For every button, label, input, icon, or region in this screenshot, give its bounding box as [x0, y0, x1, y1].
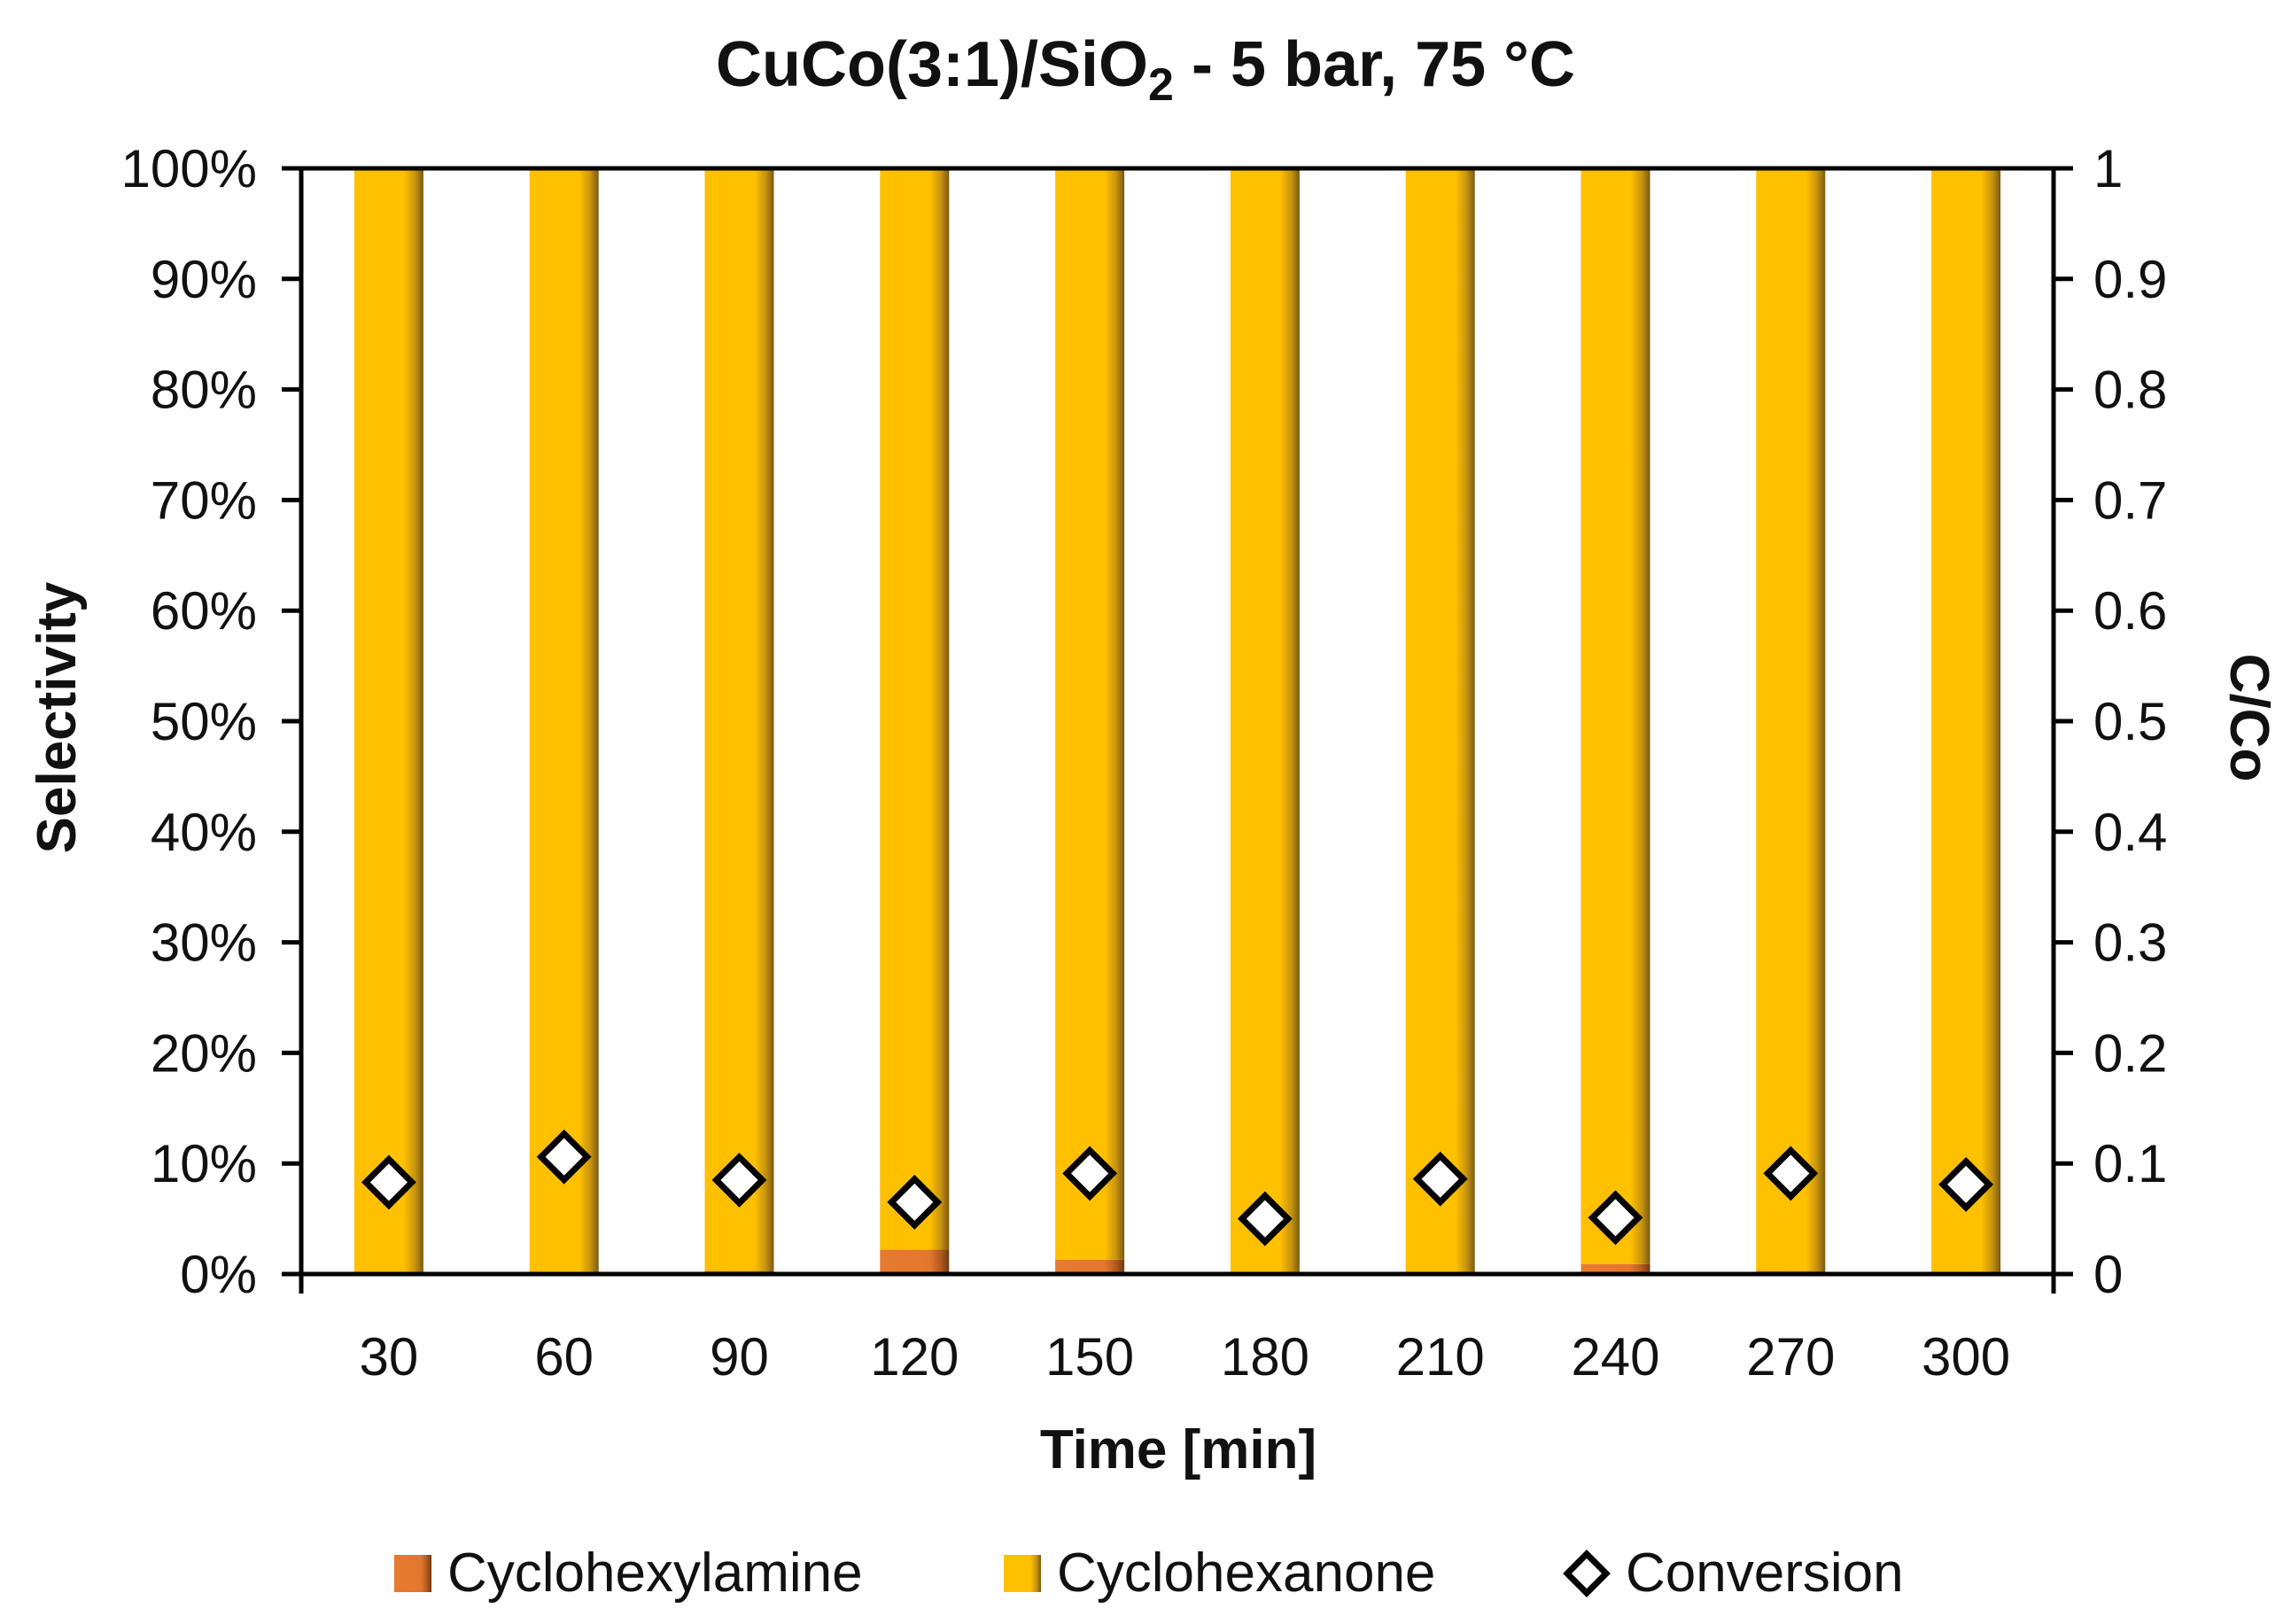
y2-tick-label: 0.1 [2093, 1134, 2167, 1193]
conversion-marker-240 [1588, 1190, 1643, 1246]
bar-cyclohexanone-60 [529, 168, 599, 1274]
x-tick-label: 270 [1746, 1327, 1835, 1387]
legend-swatch-cyclohexylamine [394, 1555, 431, 1592]
y-tick-label: 100% [121, 139, 257, 198]
conversion-marker-60 [536, 1129, 592, 1185]
conversion-marker-90 [711, 1152, 767, 1208]
y-tick-label: 80% [151, 361, 257, 420]
y-tick-label: 20% [151, 1023, 257, 1083]
y-axis-title: Selectivity [27, 581, 88, 853]
bar-cyclohexanone-120 [880, 168, 950, 1250]
legend-marker-conversion [1563, 1550, 1611, 1597]
bars-layer [353, 168, 2001, 1274]
y2-tick-label: 1 [2093, 139, 2123, 198]
y2-tick-label: 0.4 [2093, 803, 2167, 862]
conversion-marker-210 [1412, 1151, 1468, 1207]
conversion-marker-150 [1062, 1146, 1118, 1201]
x-tick-label: 120 [870, 1327, 959, 1387]
bar-cyclohexanone-30 [353, 168, 423, 1274]
x-axis-title: Time [min] [1040, 1419, 1316, 1480]
bar-cyclohexanone-270 [1756, 168, 1826, 1271]
y-tick-label: 60% [151, 581, 257, 641]
conversion-marker-300 [1938, 1156, 1994, 1212]
x-tick-label: 210 [1396, 1327, 1485, 1387]
x-tick-label: 60 [534, 1327, 594, 1387]
y-tick-label: 70% [151, 470, 257, 530]
chart-title: CuCo(3:1)/SiO2 - 5 bar, 75 °C [716, 29, 1575, 111]
bar-cyclohexanone-300 [1931, 168, 2001, 1272]
ticks-layer: 0% 10% 20% 30% 40% 50% 60% 70% 80% 90% 100% 0 0.1 0.2… [121, 139, 2168, 1387]
legend-label-cyclohexanone: Cyclohexanone [1057, 1542, 1435, 1604]
y2-tick-label: 0.5 [2093, 692, 2167, 751]
y2-tick-label: 0.9 [2093, 250, 2167, 309]
bar-cyclohexylamine-150 [1055, 1259, 1125, 1274]
y-tick-label: 50% [151, 692, 257, 751]
bar-cyclohexylamine-240 [1580, 1263, 1650, 1274]
y2-tick-label: 0.7 [2093, 470, 2167, 530]
conversion-marker-270 [1763, 1146, 1819, 1201]
bar-cyclohexanone-210 [1405, 168, 1475, 1274]
bar-cyclohexanone-90 [704, 168, 774, 1271]
y-tick-label: 40% [151, 803, 257, 862]
conversion-marker-120 [887, 1174, 943, 1230]
y2-tick-label: 0.6 [2093, 581, 2167, 641]
legend: Cyclohexylamine Cyclohexanone Conversion [394, 1542, 1904, 1604]
y2-axis-title: C/Co [2218, 654, 2279, 782]
legend-label-cyclohexylamine: Cyclohexylamine [447, 1542, 863, 1604]
y-tick-label: 90% [151, 250, 257, 309]
x-tick-label: 240 [1571, 1327, 1659, 1387]
y-tick-label: 30% [151, 913, 257, 973]
y2-tick-label: 0.8 [2093, 361, 2167, 420]
x-tick-label: 180 [1221, 1327, 1309, 1387]
x-tick-label: 150 [1045, 1327, 1134, 1387]
bar-cyclohexanone-240 [1580, 168, 1650, 1264]
x-tick-label: 90 [710, 1327, 769, 1387]
bar-cyclohexanone-150 [1055, 168, 1125, 1260]
bar-cyclohexanone-180 [1230, 168, 1300, 1274]
y-tick-label: 0% [180, 1245, 257, 1304]
conversion-marker-30 [361, 1154, 416, 1210]
conversion-marker-180 [1237, 1191, 1293, 1247]
markers-layer [361, 1129, 1994, 1247]
legend-swatch-cyclohexanone [1004, 1555, 1041, 1592]
axes-layer [299, 166, 2056, 1294]
legend-label-conversion: Conversion [1626, 1542, 1904, 1604]
y-tick-label: 10% [151, 1134, 257, 1193]
y2-tick-label: 0.2 [2093, 1023, 2167, 1083]
y2-tick-label: 0.3 [2093, 913, 2167, 973]
x-tick-label: 300 [1922, 1327, 2010, 1387]
bar-cyclohexylamine-120 [880, 1249, 950, 1274]
x-tick-label: 30 [360, 1327, 419, 1387]
y2-tick-label: 0 [2093, 1245, 2123, 1304]
